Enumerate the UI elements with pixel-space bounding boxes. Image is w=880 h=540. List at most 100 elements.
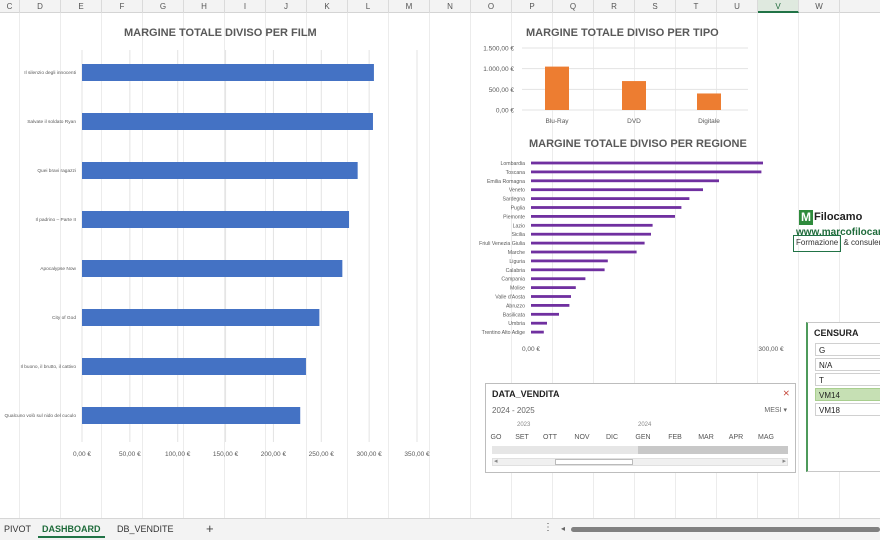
censura-option[interactable]: N/A bbox=[815, 358, 880, 371]
column-header[interactable]: M bbox=[389, 0, 430, 13]
column-header[interactable]: V bbox=[758, 0, 799, 13]
regione-bar[interactable] bbox=[531, 232, 651, 236]
horizontal-scroll-thumb[interactable] bbox=[571, 527, 880, 532]
column-header[interactable]: O bbox=[471, 0, 512, 13]
regione-bar[interactable] bbox=[531, 312, 559, 316]
tipo-bar[interactable] bbox=[697, 93, 721, 110]
column-header[interactable]: E bbox=[61, 0, 102, 13]
data-vendita-timeline[interactable]: DATA_VENDITA ⨯ 2024 - 2025 MESI ▾ 2023 2… bbox=[485, 383, 796, 473]
timeline-scroll-thumb[interactable] bbox=[555, 459, 633, 465]
regione-category-label: Abruzzo bbox=[506, 303, 525, 309]
timeline-scrollbar[interactable]: ◂ ▸ bbox=[492, 458, 788, 466]
column-header[interactable]: U bbox=[717, 0, 758, 13]
timeline-month[interactable]: DIC bbox=[605, 434, 619, 441]
regione-category-label: Toscana bbox=[506, 170, 525, 176]
censura-slicer[interactable]: CENSURA G N/A T VM14 VM18 bbox=[806, 322, 880, 472]
timeline-period-bar[interactable] bbox=[492, 446, 638, 454]
add-sheet-icon[interactable]: + bbox=[206, 521, 214, 536]
regione-bar[interactable] bbox=[531, 215, 675, 218]
column-header[interactable]: Q bbox=[553, 0, 594, 13]
scroll-right-icon[interactable]: ▸ bbox=[782, 458, 786, 465]
logo-url: www.marcofilocamo bbox=[796, 227, 880, 238]
regione-bar[interactable] bbox=[531, 286, 576, 289]
regione-bar[interactable] bbox=[531, 223, 653, 227]
film-bar[interactable] bbox=[82, 358, 306, 375]
timeline-month[interactable]: APR bbox=[728, 434, 744, 441]
film-bar[interactable] bbox=[82, 113, 373, 130]
regione-bar[interactable] bbox=[531, 197, 690, 200]
clear-filter-icon[interactable]: ⨯ bbox=[782, 388, 790, 398]
film-bar[interactable] bbox=[82, 309, 320, 326]
timeline-month[interactable]: OTT bbox=[543, 434, 557, 441]
timeline-selected-bar[interactable] bbox=[638, 446, 788, 454]
more-options-icon[interactable]: ⋮ bbox=[543, 522, 553, 533]
regione-bar[interactable] bbox=[531, 259, 608, 263]
column-header[interactable]: T bbox=[676, 0, 717, 13]
regione-category-label: Sicilia bbox=[511, 232, 525, 238]
column-header[interactable]: J bbox=[266, 0, 307, 13]
film-bar[interactable] bbox=[82, 260, 343, 277]
column-header[interactable]: S bbox=[635, 0, 676, 13]
regione-bar[interactable] bbox=[531, 179, 719, 183]
column-header[interactable]: C bbox=[0, 0, 20, 13]
column-header[interactable]: H bbox=[184, 0, 225, 13]
scroll-left-icon[interactable]: ◂ bbox=[494, 458, 498, 465]
column-header[interactable]: I bbox=[225, 0, 266, 13]
column-header[interactable]: N bbox=[430, 0, 471, 13]
regione-chart-plot: Lombardia Toscana Emilia Romagna Veneto Sard… bbox=[479, 161, 784, 353]
film-category-label: Il buono, il brutto, il cattivo bbox=[21, 364, 77, 370]
regione-bar[interactable] bbox=[531, 277, 586, 281]
censura-option[interactable]: VM14 bbox=[815, 388, 880, 401]
timeline-month[interactable]: MAR bbox=[698, 434, 714, 441]
column-header[interactable]: W bbox=[799, 0, 840, 13]
grid-line bbox=[552, 13, 553, 518]
timeline-month[interactable]: GEN bbox=[635, 434, 651, 441]
regione-bar[interactable] bbox=[531, 161, 763, 165]
tab-pivot[interactable]: PIVOT bbox=[4, 524, 32, 534]
regione-bar[interactable] bbox=[531, 188, 703, 192]
regione-bar[interactable] bbox=[531, 170, 762, 174]
column-header[interactable]: G bbox=[143, 0, 184, 13]
regione-chart[interactable]: MARGINE TOTALE DIVISO PER REGIONE Lombar… bbox=[465, 132, 785, 362]
regione-bar[interactable] bbox=[531, 295, 571, 298]
film-x-tick-label: 250,00 € bbox=[309, 451, 335, 458]
regione-category-label: Marche bbox=[508, 250, 525, 256]
column-header[interactable]: F bbox=[102, 0, 143, 13]
column-header[interactable]: D bbox=[20, 0, 61, 13]
censura-option[interactable]: T bbox=[815, 373, 880, 386]
regione-bar[interactable] bbox=[531, 321, 547, 325]
tipo-bar[interactable] bbox=[545, 66, 569, 110]
timeline-level-dropdown[interactable]: MESI ▾ bbox=[764, 407, 787, 414]
tipo-bar[interactable] bbox=[622, 81, 646, 110]
column-header[interactable]: K bbox=[307, 0, 348, 13]
regione-bar[interactable] bbox=[531, 304, 570, 307]
film-bar[interactable] bbox=[82, 211, 350, 228]
censura-option[interactable]: VM18 bbox=[815, 403, 880, 416]
film-bar[interactable] bbox=[82, 407, 301, 424]
censura-option[interactable]: G bbox=[815, 343, 880, 356]
horizontal-scrollbar[interactable]: ◂ bbox=[561, 524, 880, 534]
tab-db-vendite[interactable]: DB_VENDITE bbox=[117, 524, 174, 534]
film-chart[interactable]: MARGINE TOTALE DIVISO PER FILM 0,00 € 50,… bbox=[0, 20, 440, 470]
film-bar[interactable] bbox=[82, 162, 358, 179]
grid-line bbox=[634, 13, 635, 518]
timeline-month[interactable]: GO bbox=[490, 434, 502, 441]
column-header[interactable]: R bbox=[594, 0, 635, 13]
timeline-month[interactable]: FEB bbox=[668, 434, 682, 441]
regione-bar[interactable] bbox=[531, 268, 605, 272]
tab-dashboard[interactable]: DASHBOARD bbox=[38, 522, 105, 538]
column-header[interactable]: P bbox=[512, 0, 553, 13]
tipo-chart[interactable]: MARGINE TOTALE DIVISO PER TIPO 0,00 € 500… bbox=[470, 20, 760, 130]
scroll-left-icon[interactable]: ◂ bbox=[561, 524, 566, 533]
timeline-month[interactable]: SET bbox=[515, 434, 529, 441]
film-bar[interactable] bbox=[82, 64, 374, 81]
regione-bar[interactable] bbox=[531, 206, 682, 209]
column-header[interactable]: L bbox=[348, 0, 389, 13]
timeline-month[interactable]: MAG bbox=[758, 434, 774, 441]
regione-bar[interactable] bbox=[531, 330, 544, 334]
regione-bar[interactable] bbox=[531, 250, 637, 254]
timeline-month[interactable]: NOV bbox=[574, 434, 590, 441]
regione-bar[interactable] bbox=[531, 241, 645, 245]
tipo-chart-title: MARGINE TOTALE DIVISO PER TIPO bbox=[526, 27, 719, 39]
